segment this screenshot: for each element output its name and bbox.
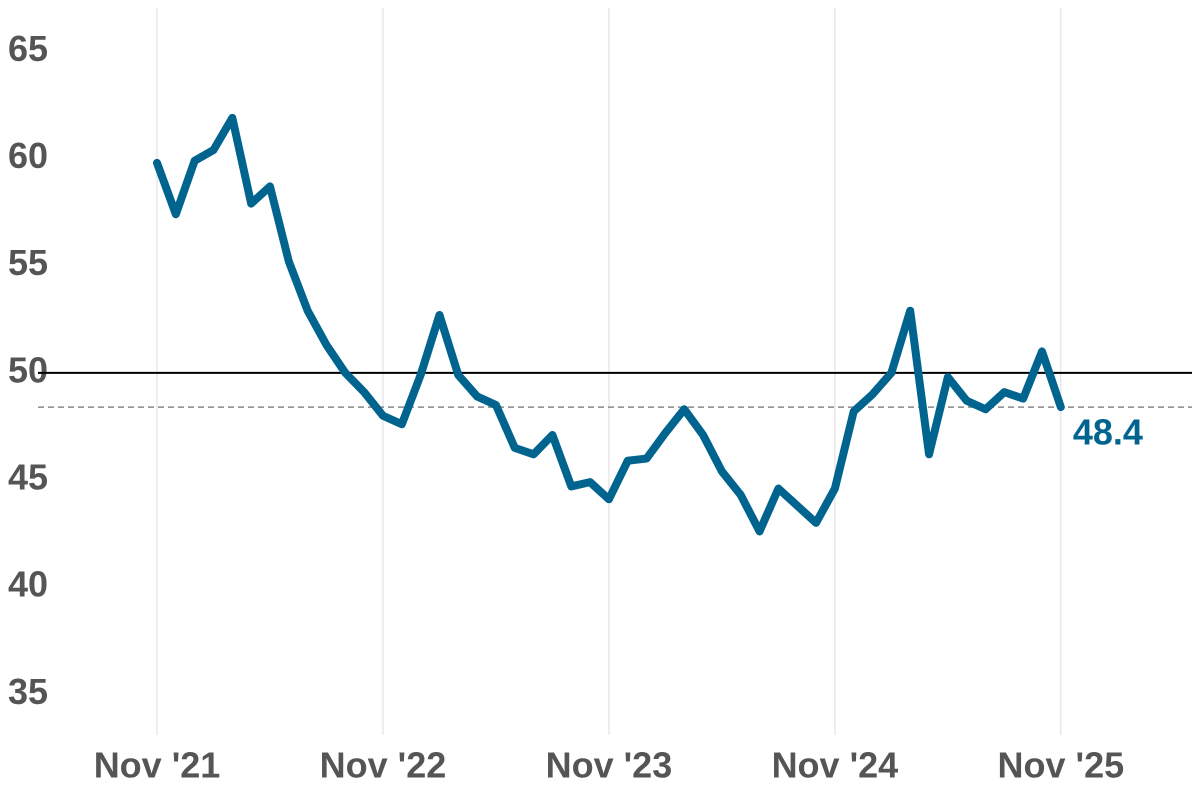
- x-tick-label: Nov '25: [998, 745, 1125, 786]
- y-tick-label: 40: [8, 564, 48, 605]
- y-tick-label: 50: [8, 349, 48, 390]
- line-series: [153, 113, 1065, 536]
- x-tick-label: Nov '22: [320, 745, 447, 786]
- x-tick-label: Nov '24: [772, 745, 899, 786]
- x-tick-label: Nov '21: [94, 745, 221, 786]
- last-value-label: 48.4: [1073, 412, 1143, 453]
- y-tick-label: 35: [8, 671, 48, 712]
- y-tick-label: 60: [8, 135, 48, 176]
- y-tick-label: 65: [8, 28, 48, 69]
- x-tick-label: Nov '23: [546, 745, 673, 786]
- y-tick-label: 55: [8, 242, 48, 283]
- y-tick-label: 45: [8, 457, 48, 498]
